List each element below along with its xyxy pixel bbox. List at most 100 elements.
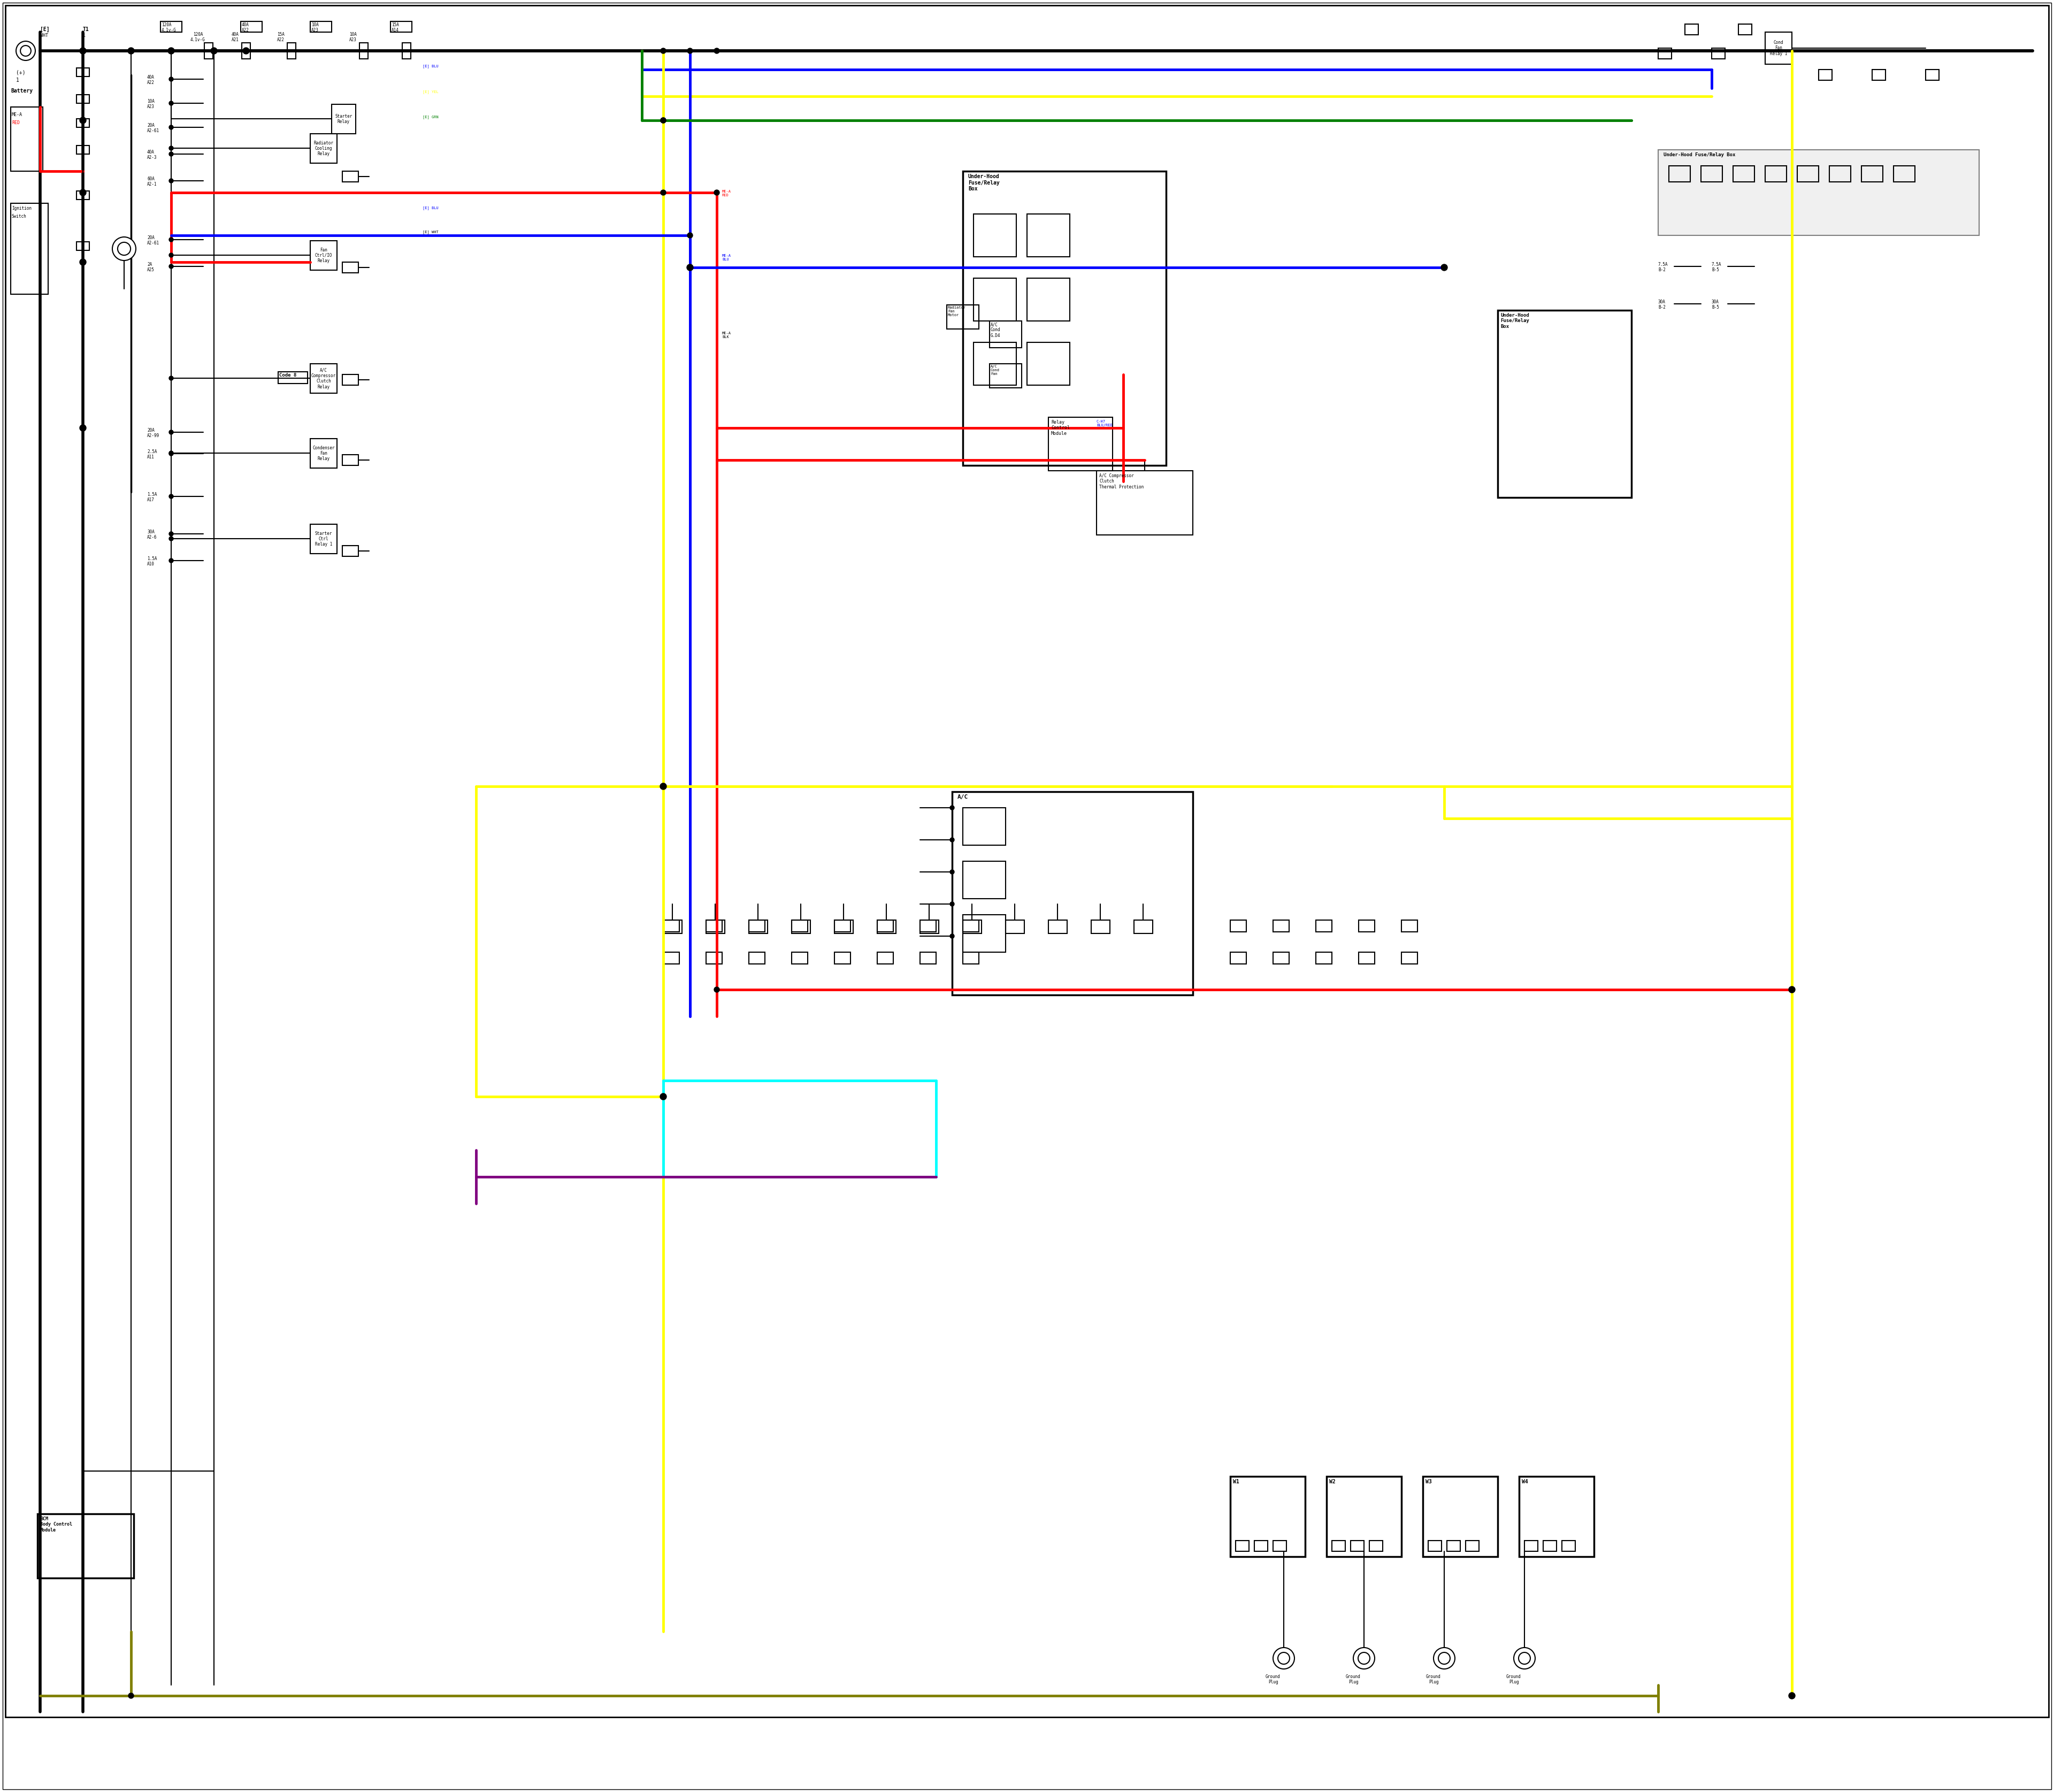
Circle shape [80, 258, 86, 265]
Circle shape [168, 152, 173, 156]
Bar [750, 919, 768, 934]
Text: (+): (+) [16, 70, 25, 75]
Text: [E]: [E] [41, 27, 49, 32]
Bar [1520, 1477, 1594, 1557]
Bar [750, 919, 764, 932]
Circle shape [661, 48, 665, 54]
Circle shape [659, 1093, 665, 1100]
Bar [834, 919, 852, 934]
Bar [277, 371, 308, 383]
Bar [310, 439, 337, 468]
Bar [663, 952, 680, 964]
Text: 1: 1 [16, 77, 18, 82]
Bar [707, 952, 723, 964]
Bar [310, 22, 331, 32]
Text: 60A
A2-1: 60A A2-1 [148, 177, 156, 186]
Circle shape [80, 190, 86, 195]
Bar [974, 278, 1017, 321]
Text: Radiator
Fan
Motor: Radiator Fan Motor [947, 306, 965, 317]
Text: Starter
Ctrl
Relay 1: Starter Ctrl Relay 1 [314, 530, 333, 547]
Text: WHT: WHT [41, 34, 47, 38]
Bar [707, 919, 725, 934]
Circle shape [1442, 263, 1448, 271]
Bar [707, 919, 723, 932]
Text: A/C Compressor
Clutch
Thermal Protection: A/C Compressor Clutch Thermal Protection [1099, 473, 1144, 489]
Bar [1027, 213, 1070, 256]
Bar [1401, 919, 1417, 932]
Text: ME-A
BLK: ME-A BLK [723, 332, 731, 339]
Bar [1273, 952, 1290, 964]
Circle shape [661, 118, 665, 124]
Bar [1006, 919, 1025, 934]
Bar [834, 952, 850, 964]
Bar [1830, 167, 1851, 181]
Circle shape [80, 116, 86, 124]
Circle shape [1354, 1647, 1374, 1668]
Bar [10, 202, 47, 294]
Bar [343, 262, 357, 272]
Bar [1317, 919, 1331, 932]
Text: 20A
A2-61: 20A A2-61 [148, 235, 160, 246]
Circle shape [688, 233, 692, 238]
Bar [834, 919, 850, 932]
Circle shape [661, 118, 665, 124]
Text: C-H7
BLU/RED: C-H7 BLU/RED [1097, 419, 1113, 426]
Bar [1134, 919, 1152, 934]
Circle shape [949, 934, 955, 939]
Bar [1358, 919, 1374, 932]
Circle shape [168, 77, 173, 81]
Text: ME-A: ME-A [12, 113, 23, 116]
Text: Cond
Fan
Relay 1: Cond Fan Relay 1 [1771, 39, 1787, 56]
Circle shape [168, 452, 173, 455]
Bar [1861, 167, 1884, 181]
Circle shape [168, 263, 173, 269]
Bar [1738, 23, 1752, 34]
Bar [1097, 471, 1193, 536]
Circle shape [80, 48, 86, 54]
Text: 40A
A21: 40A A21 [232, 32, 238, 43]
Circle shape [168, 536, 173, 541]
Bar [750, 952, 764, 964]
Bar [1734, 167, 1754, 181]
Bar [1446, 1541, 1460, 1552]
Circle shape [1434, 1647, 1454, 1668]
Bar [963, 862, 1006, 898]
Bar [963, 172, 1167, 466]
Circle shape [949, 806, 955, 810]
Text: Ignition: Ignition [12, 206, 31, 211]
Bar [974, 342, 1017, 385]
Circle shape [212, 48, 218, 54]
Circle shape [168, 532, 173, 536]
Bar [288, 43, 296, 59]
Bar [663, 919, 682, 934]
Bar [390, 22, 413, 32]
Bar [1273, 919, 1290, 932]
Bar [310, 134, 337, 163]
Text: Under-Hood
Fuse/Relay
Box: Under-Hood Fuse/Relay Box [1499, 314, 1528, 330]
Circle shape [949, 837, 955, 842]
Bar [331, 104, 355, 134]
Circle shape [21, 45, 31, 56]
Bar [1764, 167, 1787, 181]
Text: ME-A
BLU: ME-A BLU [723, 254, 731, 262]
Text: 40A
A22: 40A A22 [148, 75, 154, 86]
Text: Ground
Plug: Ground Plug [1345, 1674, 1360, 1684]
Bar [1091, 919, 1109, 934]
Circle shape [1789, 986, 1795, 993]
Circle shape [661, 190, 665, 195]
Circle shape [80, 425, 86, 432]
Text: 2.5A
A11: 2.5A A11 [148, 450, 156, 461]
Bar [1048, 919, 1068, 934]
Circle shape [168, 253, 173, 258]
Text: Under-Hood
Fuse/Relay
Box: Under-Hood Fuse/Relay Box [967, 174, 1000, 192]
Circle shape [1518, 1652, 1530, 1665]
Bar [877, 952, 893, 964]
Bar [1684, 23, 1699, 34]
Circle shape [1789, 1693, 1795, 1699]
Bar [1764, 32, 1791, 65]
Circle shape [168, 376, 173, 380]
Circle shape [168, 145, 173, 151]
Text: Ground
Plug: Ground Plug [1265, 1674, 1280, 1684]
Circle shape [117, 242, 131, 254]
Circle shape [715, 190, 719, 195]
